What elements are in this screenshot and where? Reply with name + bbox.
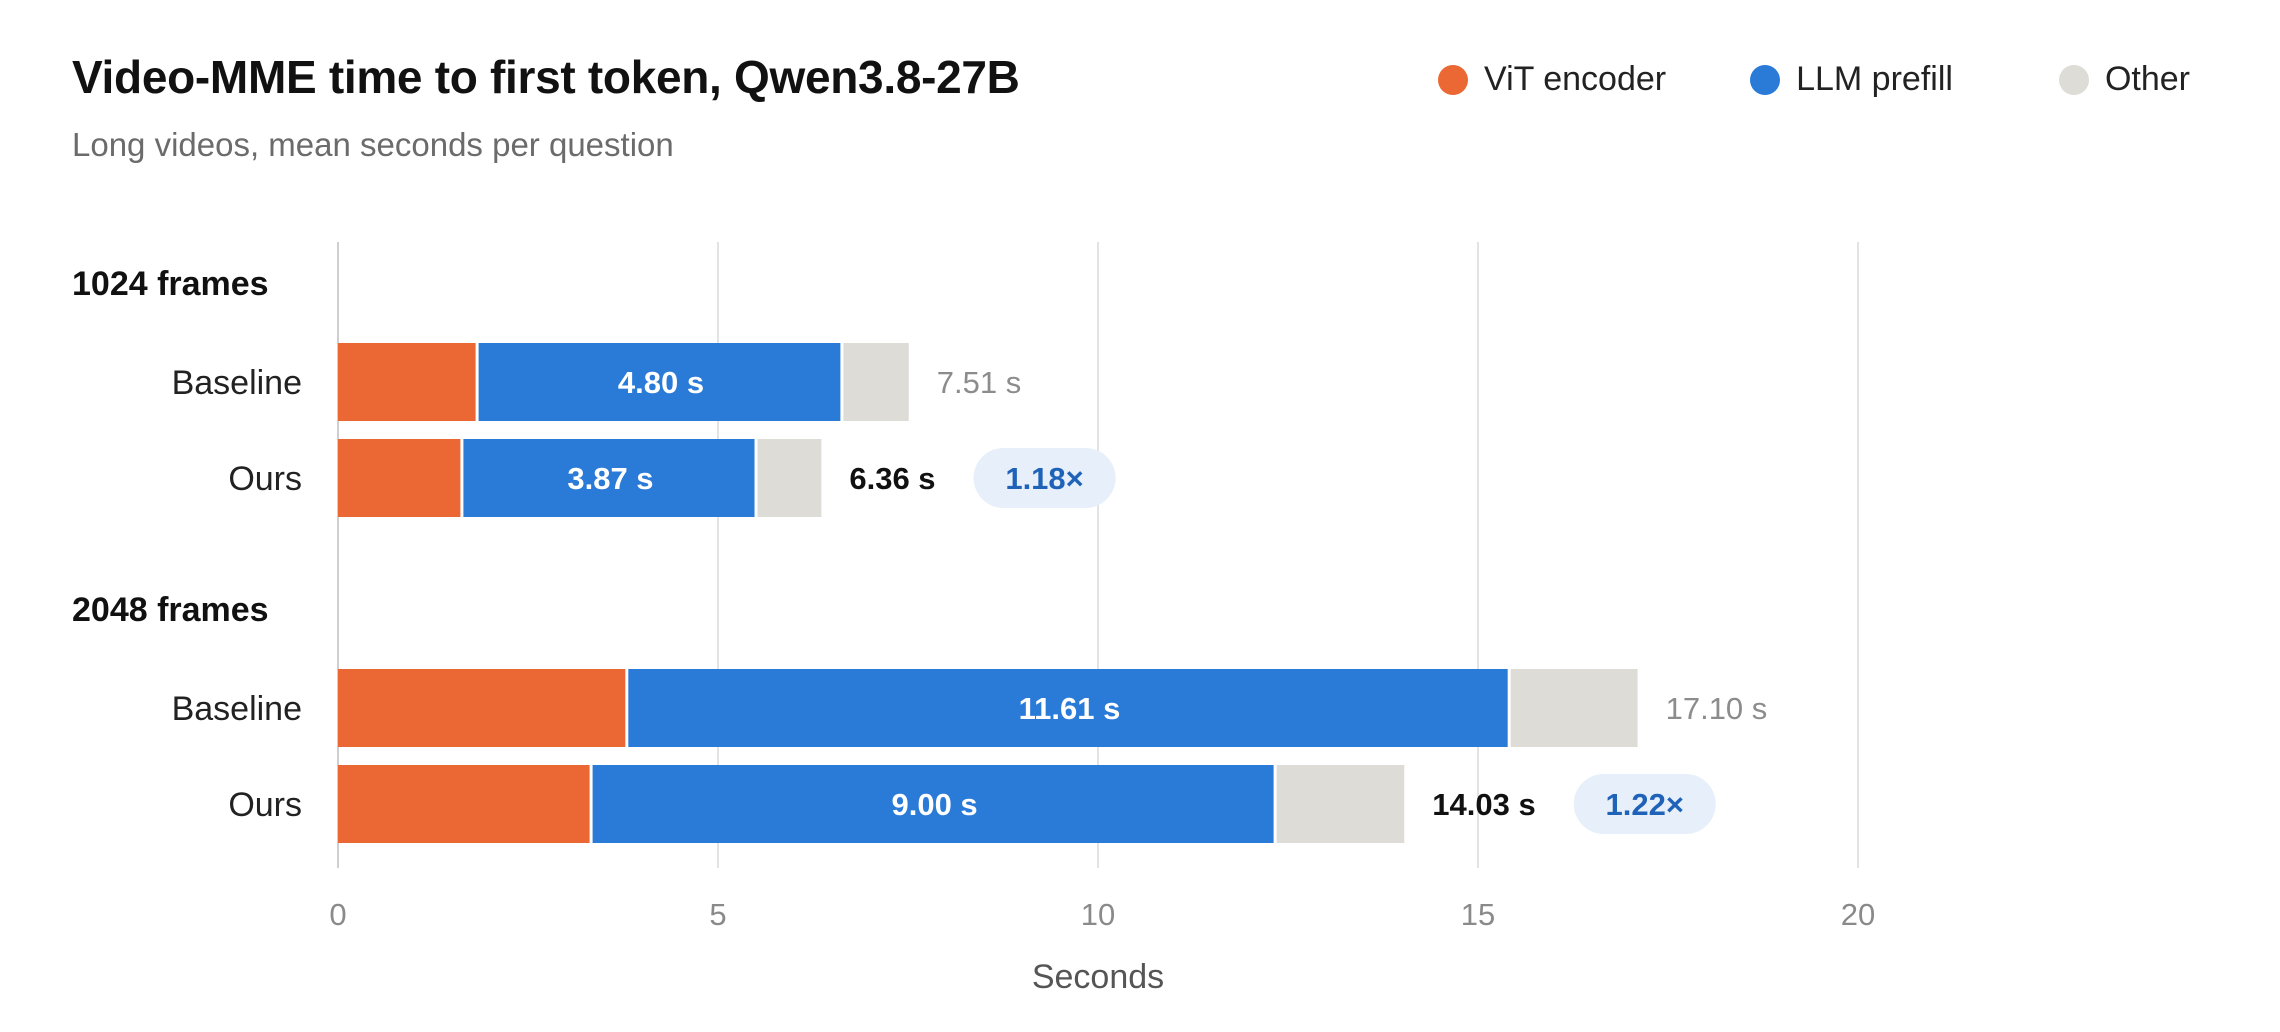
bar-segment-llm bbox=[478, 343, 841, 421]
bar-category-label: Ours bbox=[228, 786, 302, 824]
legend-item-other: Other bbox=[2058, 60, 2190, 99]
x-axis-label: Seconds bbox=[1032, 958, 1164, 996]
x-tick-label: 0 bbox=[329, 897, 346, 932]
bar-category-label: Baseline bbox=[172, 364, 302, 402]
bar-value-label: 9.00 s bbox=[891, 787, 977, 822]
x-tick-label: 10 bbox=[1081, 897, 1115, 932]
legend-swatch-other bbox=[2058, 64, 2089, 95]
bar-segment-vit bbox=[338, 439, 461, 517]
legend-swatch-vit bbox=[1438, 64, 1468, 95]
x-tick-label: 5 bbox=[709, 897, 726, 932]
chart-title: Video-MME time to first token, Qwen3.8-2… bbox=[72, 51, 1020, 103]
bar-segment-llm bbox=[592, 765, 1274, 843]
legend-swatch-llm bbox=[1750, 64, 1781, 95]
bar-segment-llm bbox=[463, 439, 755, 517]
bar-total-label: 7.51 s bbox=[937, 365, 1021, 400]
bar-segment-llm bbox=[628, 669, 1508, 747]
group-label: 2048 frames bbox=[72, 591, 269, 629]
bar-value-label: 11.61 s bbox=[1019, 691, 1121, 726]
legend-label-llm: LLM prefill bbox=[1796, 60, 1953, 98]
bar-total-label: 14.03 s bbox=[1432, 787, 1535, 822]
bar-category-label: Ours bbox=[228, 460, 302, 498]
bar-total-label: 17.10 s bbox=[1666, 691, 1768, 726]
speedup-badge bbox=[973, 448, 1116, 508]
x-tick-label: 15 bbox=[1461, 897, 1495, 932]
bar-category-label: Baseline bbox=[172, 690, 302, 728]
legend: ViT encoder LLM prefill Other bbox=[1438, 60, 2190, 99]
chart-subtitle: Long videos, mean seconds per question bbox=[72, 126, 674, 163]
bar-segment-other bbox=[757, 439, 822, 517]
speedup-badge-label: 1.18× bbox=[1005, 461, 1083, 496]
legend-item-vit: ViT encoder bbox=[1438, 60, 1666, 99]
bar-total-label: 6.36 s bbox=[849, 461, 935, 496]
group-label: 1024 frames bbox=[72, 265, 269, 303]
bar-segment-other bbox=[1510, 669, 1638, 747]
bar-segment-other bbox=[1276, 765, 1405, 843]
x-tick-label: 20 bbox=[1841, 897, 1875, 932]
legend-label-other: Other bbox=[2104, 60, 2190, 98]
bar-segment-vit bbox=[338, 343, 476, 421]
bar-value-label: 4.80 s bbox=[618, 365, 704, 400]
speedup-badge-label: 1.22× bbox=[1605, 787, 1683, 822]
bar-segment-vit bbox=[338, 669, 626, 747]
bar-segment-vit bbox=[338, 765, 590, 843]
bar-segment-other bbox=[843, 343, 909, 421]
legend-item-llm: LLM prefill bbox=[1750, 60, 1953, 99]
bar-value-label: 3.87 s bbox=[567, 461, 653, 496]
speedup-badge bbox=[1573, 774, 1716, 834]
legend-label-vit: ViT encoder bbox=[1484, 60, 1667, 98]
